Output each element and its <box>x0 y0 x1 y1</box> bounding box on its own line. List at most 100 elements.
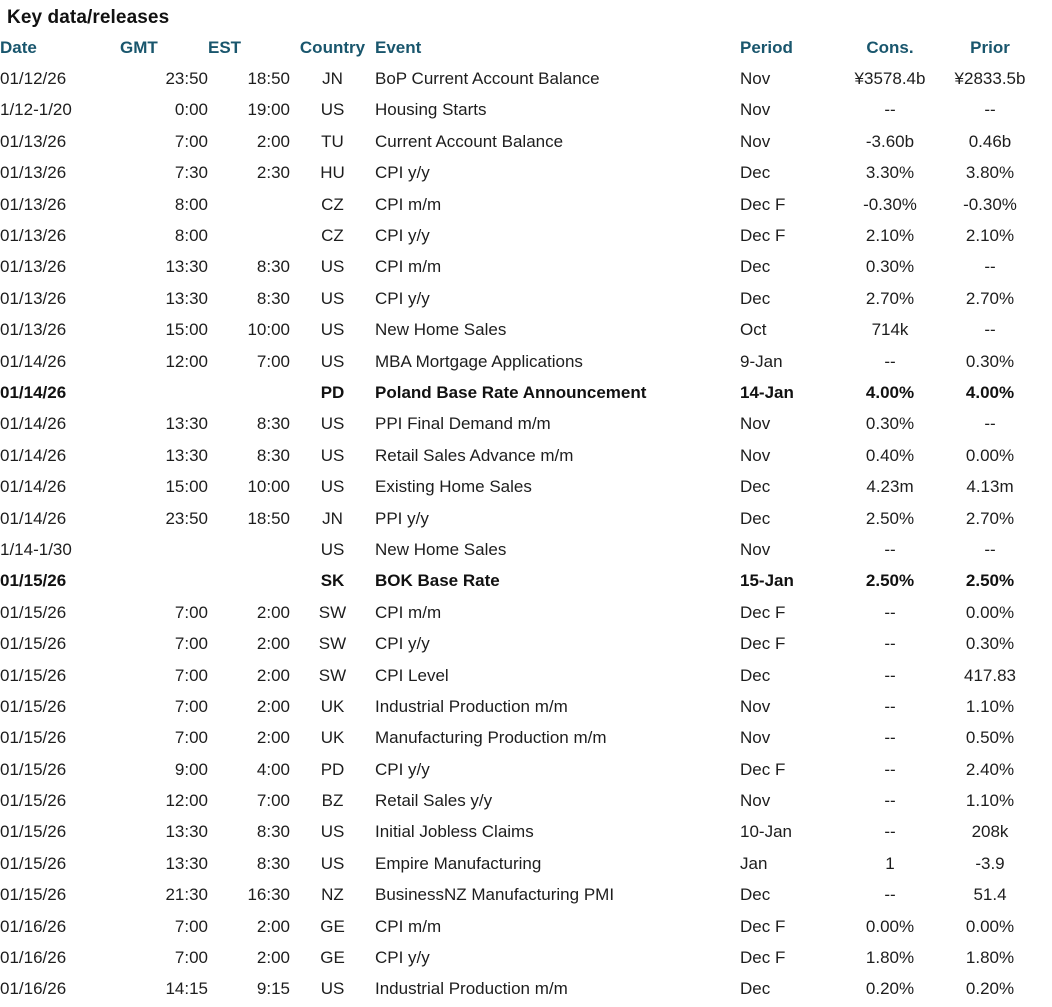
table-header: Date GMT EST Country Event Period Cons. … <box>0 32 1040 63</box>
table-row: 01/16/26 7:00 2:00 GE CPI m/m Dec F 0.00% 0.00% <box>0 911 1040 942</box>
cell-event: CPI m/m <box>375 916 442 936</box>
cell-period: Nov <box>740 696 771 716</box>
cell-cons: 2.50% <box>865 571 915 591</box>
cell-country: US <box>320 853 345 873</box>
cell-est: 8:30 <box>256 288 290 308</box>
table-row: 01/13/26 15:00 10:00 US New Home Sales Oct 714… <box>0 315 1040 346</box>
cell-period: Nov <box>740 791 771 811</box>
cell-cons: -0.30% <box>863 194 917 214</box>
cell-event: CPI y/y <box>375 948 430 968</box>
table-row: 01/13/26 13:30 8:30 US CPI m/m Dec 0.30% -- <box>0 252 1040 283</box>
cell-cons: -- <box>884 665 896 685</box>
cell-country: US <box>320 351 345 371</box>
cell-est: 8:30 <box>256 257 290 277</box>
table-row: 01/15/26 13:30 8:30 US Empire Manufacturing J… <box>0 848 1040 879</box>
cell-event: Initial Jobless Claims <box>375 822 534 842</box>
cell-prior: ¥2833.5b <box>954 69 1026 89</box>
cell-date: 01/14/26 <box>0 445 67 465</box>
cell-prior: -- <box>984 539 996 559</box>
cell-event: CPI y/y <box>375 226 430 246</box>
cell-est: 2:00 <box>256 696 290 716</box>
cell-country: CZ <box>321 226 344 246</box>
cell-prior: 0.20% <box>965 979 1015 999</box>
cell-gmt: 13:30 <box>165 822 208 842</box>
cell-event: CPI Level <box>375 665 449 685</box>
cell-country: NZ <box>321 885 344 905</box>
cell-period: Nov <box>740 69 771 89</box>
cell-prior: 4.13m <box>966 477 1014 497</box>
cell-date: 01/13/26 <box>0 226 67 246</box>
cell-period: 14-Jan <box>740 382 794 402</box>
cell-gmt: 15:00 <box>165 320 208 340</box>
cell-date: 01/15/26 <box>0 634 67 654</box>
cell-gmt <box>120 566 208 597</box>
cell-date: 01/14/26 <box>0 477 67 497</box>
table-row: 01/15/26 13:30 8:30 US Initial Jobless Claim… <box>0 817 1040 848</box>
cell-country: US <box>320 288 345 308</box>
cell-gmt: 13:30 <box>165 414 208 434</box>
cell-est: 18:50 <box>247 69 290 89</box>
cell-date: 01/15/26 <box>0 791 67 811</box>
cell-prior: 3.80% <box>965 163 1015 183</box>
cell-cons: 3.30% <box>865 163 915 183</box>
cell-date: 1/12-1/20 <box>0 100 72 120</box>
cell-gmt <box>120 534 208 565</box>
cell-period: Dec <box>740 979 771 999</box>
cell-period: Dec F <box>740 759 786 779</box>
column-header-date: Date <box>0 37 37 57</box>
cell-country: CZ <box>321 194 344 214</box>
cell-date: 01/14/26 <box>0 351 67 371</box>
cell-est: 8:30 <box>256 414 290 434</box>
cell-est <box>208 189 290 220</box>
cell-prior: -3.9 <box>975 853 1005 873</box>
table-row: 01/16/26 7:00 2:00 GE CPI y/y Dec F 1.80% 1.80% <box>0 942 1040 973</box>
cell-period: 10-Jan <box>740 822 792 842</box>
table-row: 01/14/26 15:00 10:00 US Existing Home Sales D… <box>0 471 1040 502</box>
table-row: 01/13/26 7:30 2:30 HU CPI y/y Dec 3.30% 3.80% <box>0 158 1040 189</box>
cell-event: BOK Base Rate <box>375 571 500 591</box>
cell-event: CPI m/m <box>375 194 442 214</box>
table-row: 01/15/26 9:00 4:00 PD CPI y/y Dec F -- 2.40% <box>0 754 1040 785</box>
cell-period: Dec <box>740 508 771 528</box>
cell-est: 7:00 <box>256 791 290 811</box>
cell-date: 01/16/26 <box>0 948 67 968</box>
cell-date: 01/13/26 <box>0 131 67 151</box>
cell-event: Industrial Production m/m <box>375 696 568 716</box>
cell-date: 01/14/26 <box>0 414 67 434</box>
cell-period: Dec <box>740 257 771 277</box>
cell-cons: ¥3578.4b <box>854 69 926 89</box>
cell-est: 2:00 <box>256 634 290 654</box>
cell-country: SW <box>318 602 347 622</box>
cell-country: PD <box>320 759 345 779</box>
cell-cons: 4.00% <box>865 382 915 402</box>
cell-period: Dec <box>740 665 771 685</box>
table-row: 01/16/26 14:15 9:15 US Industrial Production… <box>0 974 1040 1005</box>
cell-country: JN <box>322 69 343 89</box>
cell-country: HU <box>320 163 345 183</box>
table-row: 01/12/26 23:50 18:50 JN BoP Current Account … <box>0 63 1040 94</box>
table-row: 01/15/26 7:00 2:00 SW CPI Level Dec -- 417.83 <box>0 660 1040 691</box>
cell-country: US <box>320 320 345 340</box>
cell-event: CPI y/y <box>375 288 430 308</box>
table-body: 01/12/26 23:50 18:50 JN BoP Current Account … <box>0 63 1040 1005</box>
cell-gmt: 7:00 <box>174 916 208 936</box>
cell-country: GE <box>320 916 345 936</box>
cell-period: Nov <box>740 131 771 151</box>
cell-cons: 2.10% <box>865 226 915 246</box>
cell-date: 01/15/26 <box>0 759 67 779</box>
cell-cons: -- <box>884 728 896 748</box>
cell-prior: 0.30% <box>965 634 1015 654</box>
cell-prior: 1.80% <box>965 948 1015 968</box>
table-row: 01/15/26 21:30 16:30 NZ BusinessNZ Manufactu… <box>0 880 1040 911</box>
cell-est: 2:00 <box>256 948 290 968</box>
cell-gmt: 7:00 <box>174 131 208 151</box>
cell-event: Empire Manufacturing <box>375 853 542 873</box>
cell-period: Nov <box>740 728 771 748</box>
cell-prior: 2.40% <box>965 759 1015 779</box>
cell-event: New Home Sales <box>375 539 507 559</box>
cell-period: Dec F <box>740 602 786 622</box>
cell-date: 1/14-1/30 <box>0 539 72 559</box>
cell-gmt: 14:15 <box>165 979 208 999</box>
cell-event: Manufacturing Production m/m <box>375 728 607 748</box>
cell-prior: -0.30% <box>963 194 1017 214</box>
